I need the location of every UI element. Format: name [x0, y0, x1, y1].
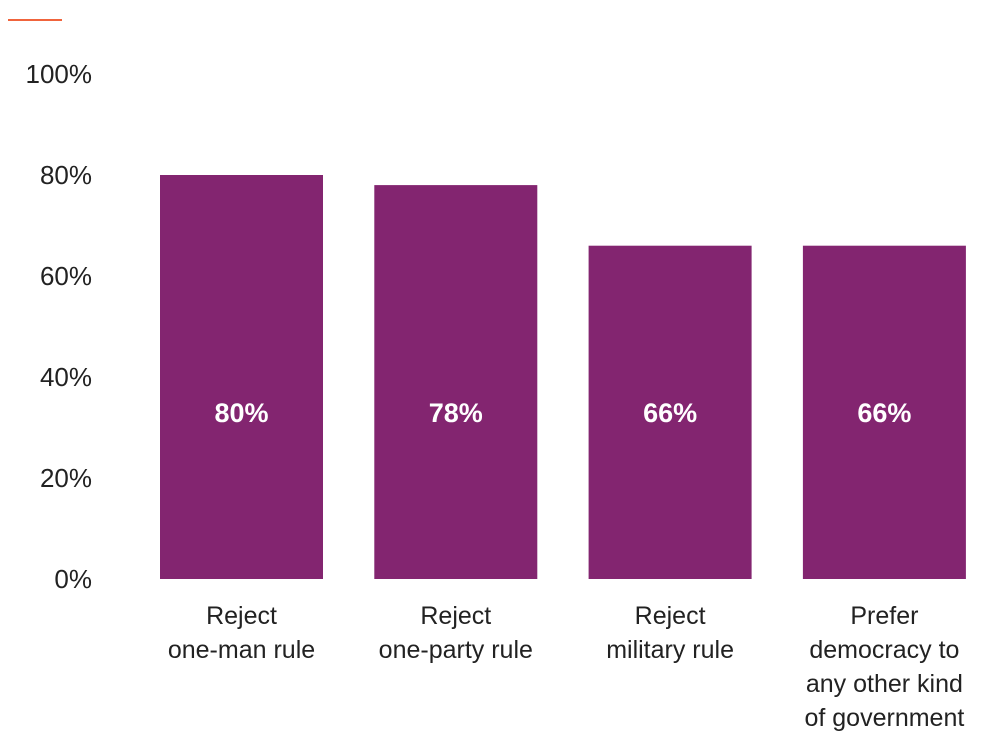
category-label: military rule	[606, 636, 734, 664]
y-axis: 0% 20% 40% 60% 80% 100%	[26, 59, 93, 594]
y-tick-label: 40%	[40, 362, 92, 392]
y-tick-label: 0%	[54, 564, 92, 594]
y-tick-label: 20%	[40, 463, 92, 493]
category-label: one-man rule	[168, 636, 315, 664]
category-label: any other kind	[806, 670, 963, 698]
bar-value-label: 78%	[429, 398, 483, 428]
bar	[802, 245, 966, 579]
bar	[374, 185, 538, 579]
category-label: Prefer	[850, 602, 918, 630]
y-tick-label: 80%	[40, 160, 92, 190]
bar-value-label: 80%	[214, 398, 268, 428]
category-label: one-party rule	[379, 636, 533, 664]
y-tick-label: 100%	[26, 59, 93, 89]
x-axis: Reject one-man rule Reject one-party rule Re…	[168, 602, 965, 732]
category-label: Reject	[635, 602, 706, 630]
accent-rule	[8, 19, 62, 21]
bar-value-label: 66%	[643, 398, 697, 428]
category-label: democracy to	[809, 636, 959, 664]
bar	[588, 245, 752, 579]
category-label: Reject	[206, 602, 277, 630]
bar	[160, 175, 323, 579]
y-tick-label: 60%	[40, 261, 92, 291]
category-label: of government	[804, 704, 964, 732]
bar-value-label: 66%	[857, 398, 911, 428]
category-label: Reject	[420, 602, 491, 630]
bars: 80% 78% 66% 66%	[160, 175, 966, 579]
